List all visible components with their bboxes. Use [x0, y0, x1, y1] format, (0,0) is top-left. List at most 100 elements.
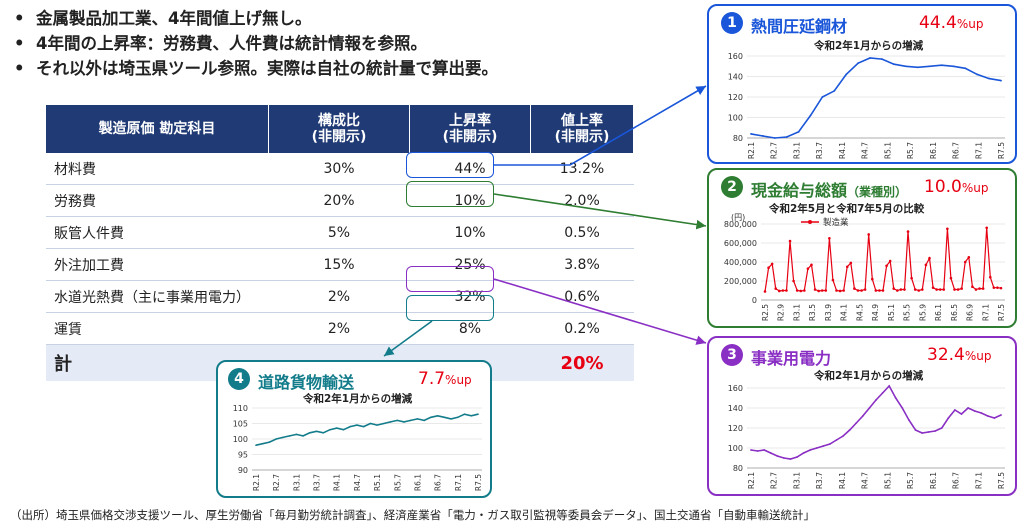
- data-point: [845, 265, 849, 269]
- x-tick-label: R7.1: [974, 142, 983, 159]
- data-point: [369, 422, 372, 425]
- data-point: [788, 239, 792, 243]
- table-row: 運賃 2% 8% 0.2%: [46, 312, 634, 345]
- cell-rise: 44%: [409, 153, 531, 185]
- data-point: [940, 427, 943, 429]
- x-tick-label: R5.5: [903, 304, 912, 321]
- x-tick-label: R4.1: [840, 304, 849, 321]
- panel-title: 事業用電力: [751, 349, 832, 368]
- data-point: [315, 430, 318, 433]
- legend-marker: [808, 220, 812, 224]
- data-point: [302, 435, 304, 437]
- arrow-to-steel: [494, 85, 707, 166]
- header-ratio: 構成比 (非開示): [268, 105, 410, 153]
- data-point: [921, 432, 923, 434]
- data-point: [809, 449, 812, 451]
- bullet-item: • 金属製品加工業、4年間値上げ無し。: [14, 9, 312, 28]
- x-tick-label: R5.1: [373, 474, 382, 491]
- cell-markup: 0.5%: [530, 216, 634, 249]
- x-tick-label: R3.1: [792, 142, 801, 159]
- data-point: [899, 288, 903, 291]
- y-tick-label: 160: [728, 52, 743, 61]
- x-tick-label: R6.7: [434, 474, 443, 491]
- x-tick-label: R3.7: [815, 472, 824, 489]
- data-point: [817, 289, 820, 293]
- data-point: [903, 288, 906, 291]
- data-point: [763, 290, 767, 293]
- y-tick-label: 100: [728, 444, 743, 453]
- data-point: [907, 419, 910, 421]
- arrow-to-freight: [383, 320, 433, 357]
- data-point: [992, 286, 996, 289]
- data-point: [750, 449, 752, 451]
- data-point: [389, 421, 392, 423]
- x-tick-label: R2.1: [252, 474, 261, 491]
- arrow-to-electricity: [493, 278, 707, 345]
- x-tick-label: R7.1: [981, 304, 990, 321]
- x-tick-label: R5.1: [883, 472, 892, 489]
- data-point: [443, 416, 446, 419]
- data-point: [980, 412, 983, 414]
- data-point: [423, 419, 425, 422]
- x-tick-label: R5.7: [393, 474, 402, 491]
- data-point: [857, 62, 860, 65]
- panel-number-badge: 2: [721, 176, 743, 198]
- data-point: [904, 65, 907, 68]
- data-point: [935, 288, 938, 291]
- data-point: [870, 277, 874, 281]
- x-tick-label: R4.7: [353, 474, 362, 491]
- x-tick-label: R7.5: [997, 472, 1006, 489]
- x-tick-label: R5.7: [906, 472, 915, 489]
- y-tick-label: 110: [233, 404, 248, 413]
- data-point: [875, 399, 877, 401]
- y-tick-label: 100: [728, 114, 743, 123]
- data-point: [928, 256, 931, 260]
- data-point: [822, 445, 825, 447]
- data-point: [795, 289, 799, 292]
- y-tick-label: 140: [728, 404, 743, 413]
- data-point: [874, 289, 878, 292]
- data-point: [762, 135, 764, 137]
- data-point: [838, 289, 842, 293]
- y-tick-label: 140: [728, 73, 743, 82]
- data-point: [835, 289, 838, 292]
- data-point: [829, 443, 831, 445]
- cell-markup: 0.2%: [530, 312, 634, 345]
- data-point: [940, 64, 943, 67]
- table-header-row: 製造原価 勘定科目 構成比 (非開示) 上昇率 (非開示) 値上率 (非開示): [46, 105, 634, 153]
- table-row: 外注加工費 15% 25% 3.8%: [46, 248, 634, 281]
- x-tick-label: R6.1: [929, 142, 938, 159]
- data-point: [833, 89, 836, 92]
- panel-freight: 4 道路貨物輸送 7.7%up 令和2年1月からの増減 90 95 100 105 11…: [216, 360, 492, 498]
- x-tick-label: R7.1: [974, 472, 983, 489]
- panel-number-badge: 4: [228, 368, 250, 390]
- data-point: [853, 287, 856, 290]
- data-point: [470, 414, 473, 417]
- data-point: [910, 276, 913, 280]
- legend-label: 製造業: [823, 217, 849, 228]
- data-point: [322, 432, 325, 434]
- data-point: [978, 287, 981, 290]
- data-point: [927, 431, 930, 433]
- cell-item: 外注加工費: [46, 248, 269, 281]
- cell-item: 販管人件費: [46, 216, 269, 249]
- data-point: [828, 236, 831, 240]
- cell-ratio: 30%: [268, 153, 410, 185]
- cell-rise: 10%: [409, 184, 531, 217]
- data-point: [813, 288, 817, 291]
- panel-electricity: 3 事業用電力 32.4%up 令和2年1月からの増減 80 100 120 140 1…: [707, 336, 1017, 496]
- cell-ratio: 2%: [268, 312, 410, 345]
- data-point: [820, 289, 824, 292]
- y-tick-label: 400,000: [724, 258, 757, 267]
- data-point: [855, 422, 858, 424]
- data-point: [457, 416, 459, 419]
- x-tick-label: R7.5: [997, 304, 1006, 321]
- data-point: [750, 133, 752, 135]
- data-point: [934, 430, 937, 432]
- data-point: [881, 289, 885, 292]
- data-point: [856, 289, 860, 292]
- wages-line-chart: 0 200,000 400,000 600,000 800,000 R2.5 R2.9 R3.…: [724, 213, 1006, 321]
- y-tick-label: 95: [238, 451, 248, 460]
- y-tick-label: 105: [233, 420, 248, 429]
